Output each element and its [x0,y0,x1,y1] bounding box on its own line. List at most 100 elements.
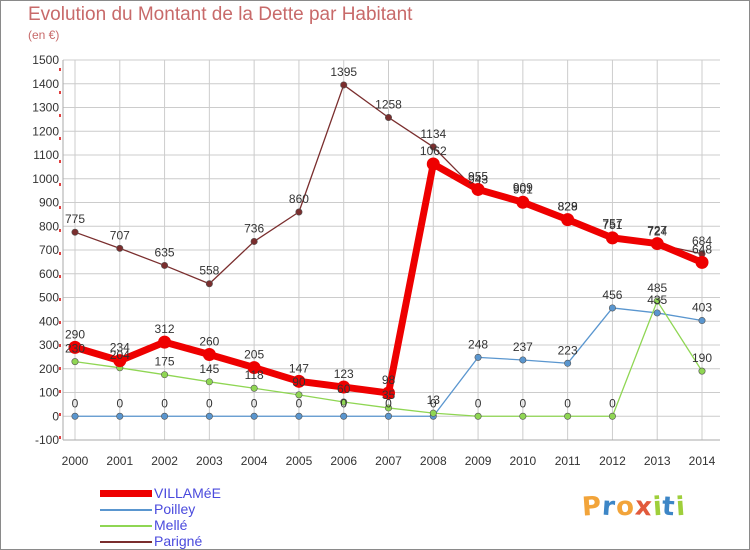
axis-tick-mark [59,275,61,278]
axis-tick-mark [59,229,61,232]
data-label: 0 [206,396,213,410]
axis-tick-mark [59,298,61,301]
data-point [384,404,392,412]
data-point [116,412,124,420]
data-label: 60 [337,382,351,396]
data-point [340,412,348,420]
proxiti-logo: Proxiti [580,491,687,523]
data-point [158,335,172,349]
data-label: 118 [245,368,264,382]
data-label: 13 [427,393,441,407]
data-label: 0 [609,396,616,410]
data-label: 1134 [420,127,446,141]
data-label: 943 [468,172,488,186]
data-label: 0 [520,396,527,410]
data-point [340,81,348,89]
data-point [650,237,664,251]
y-tick-label: 100 [39,386,59,400]
y-tick-label: 1200 [32,124,59,138]
data-label: 190 [692,351,712,365]
data-point [161,261,169,269]
data-point [384,113,392,121]
data-point [653,309,661,317]
logo-letter: P [580,491,604,523]
data-point [71,228,79,236]
legend-swatch [100,490,152,497]
data-point [205,280,213,288]
data-label: 145 [199,362,219,376]
data-label: 829 [558,199,578,213]
y-tick-label: 1100 [33,148,59,162]
data-label: 0 [251,396,258,410]
axis-tick-mark [59,160,61,163]
data-point [605,231,619,245]
data-point [608,412,616,420]
legend-label: Mellé [154,517,188,533]
data-point [295,208,303,216]
legend-swatch [100,509,152,511]
data-label: 860 [289,192,309,206]
data-point [474,412,482,420]
data-point [561,213,575,227]
legend-swatch [100,525,152,527]
data-point [695,255,709,269]
data-label: 1258 [375,97,402,111]
data-label: 403 [692,301,712,315]
axis-tick-mark [59,206,61,209]
data-label: 435 [647,293,667,307]
chart-title: Evolution du Montant de la Dette par Hab… [28,4,413,25]
logo-letter: o [614,491,636,523]
data-label: 909 [513,180,533,194]
data-point [247,361,261,375]
data-label: 955 [468,169,488,183]
data-label: 0 [475,396,482,410]
data-point [116,244,124,252]
data-label: 635 [155,245,175,259]
axis-tick-mark [59,252,61,255]
data-label: 35 [382,388,396,402]
data-label: 0 [340,396,347,410]
x-tick-label: 2006 [330,454,357,468]
x-tick-label: 2004 [241,454,268,468]
x-tick-label: 2013 [644,454,671,468]
x-tick-label: 2001 [106,454,133,468]
data-point [292,374,306,388]
data-label: 98 [382,373,396,387]
data-label: 1062 [420,144,447,158]
data-point [564,359,572,367]
data-point [340,398,348,406]
data-label: 485 [647,281,667,295]
x-tick-label: 2011 [555,454,581,468]
y-tick-label: 0 [52,409,59,423]
data-label: 90 [292,375,306,389]
data-label: 684 [692,234,712,248]
data-label: 0 [72,396,79,410]
data-label: 1395 [330,65,357,79]
data-label: 123 [334,367,354,381]
y-tick-label: 300 [39,338,59,352]
y-tick-label: 400 [39,314,59,328]
data-point [426,157,440,171]
x-tick-label: 2009 [465,454,492,468]
data-point [429,143,437,151]
axis-tick-mark [59,344,61,347]
data-point [250,412,258,420]
data-point [429,409,437,417]
axis-tick-mark [59,137,61,140]
axis-tick-mark [59,413,61,416]
y-tick-label: 900 [39,196,59,210]
legend-label: Parigné [154,533,203,549]
legend-label: Poilley [154,501,196,517]
data-point [698,317,706,325]
y-tick-label: 1500 [32,53,59,67]
axis-tick-mark [59,91,61,94]
axis-tick-mark [59,367,61,370]
x-tick-label: 2003 [196,454,223,468]
data-point [698,367,706,375]
data-label: 775 [65,212,85,226]
data-point [295,391,303,399]
data-point [384,412,392,420]
axis-tick-mark [59,436,61,439]
